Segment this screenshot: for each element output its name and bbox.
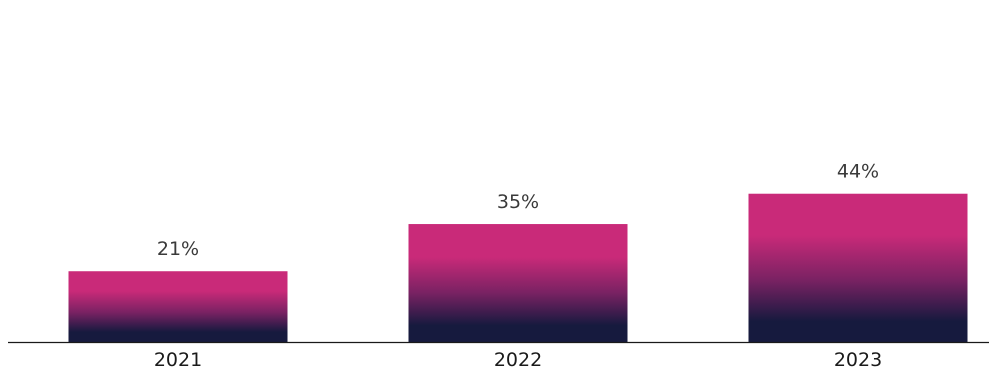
data-label-2023: 44%: [837, 161, 879, 183]
x-tick-label-2022: 2022: [494, 349, 542, 371]
bar-2021: [68, 271, 288, 342]
bar-2022: [408, 224, 628, 342]
bars-layer: [68, 193, 968, 342]
x-tick-label-2021: 2021: [154, 349, 202, 371]
data-labels-layer: 21% 35% 44%: [157, 161, 879, 261]
data-label-2021: 21%: [157, 238, 199, 260]
x-tick-label-2023: 2023: [834, 349, 882, 371]
data-label-2022: 35%: [497, 191, 539, 213]
bar-2023: [748, 193, 968, 342]
x-tick-labels-layer: 2021 2022 2023: [154, 349, 882, 371]
